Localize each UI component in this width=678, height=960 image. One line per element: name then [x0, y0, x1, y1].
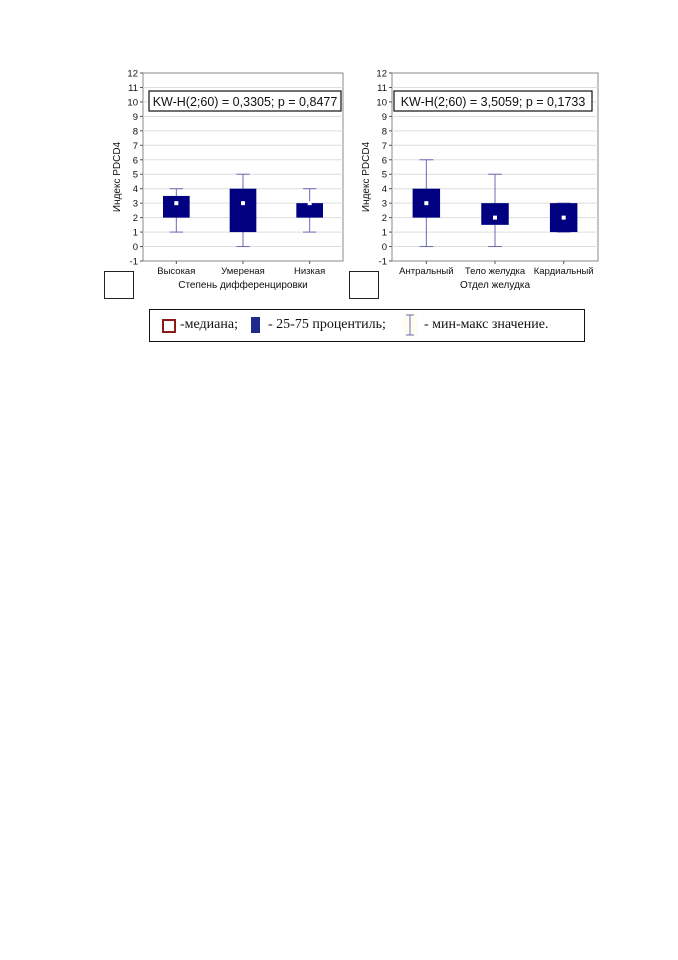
x-tick-label: Умереная [221, 266, 265, 277]
y-tick-label: 2 [133, 213, 138, 224]
iqr-box [229, 188, 257, 233]
x-axis-label: Отдел желудка [460, 280, 531, 291]
y-tick-label: -1 [379, 257, 387, 268]
legend-box-swatch [251, 317, 260, 333]
y-tick-label: 3 [382, 199, 387, 210]
iqr-box [163, 195, 190, 218]
legend-median-swatch [162, 319, 176, 333]
y-tick-label: 12 [127, 69, 138, 80]
median-marker [424, 201, 429, 206]
y-tick-label: 11 [128, 83, 138, 94]
y-axis-label: Индекс PDCD4 [112, 141, 123, 212]
y-tick-label: 10 [376, 97, 387, 108]
legend-median-label: -медиана; [180, 317, 238, 332]
y-tick-label: 4 [382, 184, 387, 195]
median-marker [174, 201, 179, 206]
legend: -медиана; - 25-75 процентиль; - мин-макс… [149, 309, 585, 342]
y-tick-label: 10 [127, 97, 138, 108]
y-tick-label: 9 [382, 112, 387, 123]
median-marker [307, 201, 312, 206]
x-tick-label: Кардиальный [534, 266, 594, 277]
stat-box [393, 90, 593, 112]
y-tick-label: 0 [382, 242, 387, 253]
y-tick-label: 6 [133, 155, 138, 166]
y-tick-label: 8 [382, 126, 387, 137]
y-tick-label: 5 [382, 170, 387, 181]
x-tick-label: Высокая [157, 266, 195, 277]
x-tick-label: Низкая [294, 266, 325, 277]
whisker-icon [406, 314, 414, 336]
panel-a-label-box [104, 271, 134, 299]
y-tick-label: 5 [133, 170, 138, 181]
legend-box-label: - 25-75 процентиль; [268, 317, 386, 332]
median-marker [561, 215, 566, 220]
y-tick-label: 1 [133, 228, 138, 239]
y-tick-label: 8 [133, 126, 138, 137]
y-axis-label: Индекс PDCD4 [361, 141, 372, 212]
y-tick-label: 7 [382, 141, 387, 152]
y-tick-label: 1 [382, 228, 387, 239]
iqr-box [481, 203, 509, 225]
y-tick-label: 7 [133, 141, 138, 152]
y-tick-label: 12 [376, 69, 387, 80]
y-tick-label: 0 [133, 242, 138, 253]
x-tick-label: Антральный [399, 266, 453, 277]
panel-b-label-box [349, 271, 379, 299]
y-tick-label: 3 [133, 199, 138, 210]
y-tick-label: 6 [382, 155, 387, 166]
y-tick-label: 11 [377, 83, 387, 94]
y-tick-label: 2 [382, 213, 387, 224]
legend-whisker-swatch [403, 313, 417, 337]
median-marker [241, 201, 245, 206]
iqr-box [296, 203, 323, 218]
stat-text: KW-H(2;60) = 0,3305; p = 0,8477 [153, 95, 338, 109]
x-tick-label: Тело желудка [465, 266, 526, 277]
median-marker [493, 215, 497, 220]
y-tick-label: -1 [130, 257, 138, 268]
y-tick-label: 9 [133, 112, 138, 123]
stat-box [148, 90, 342, 112]
y-tick-label: 4 [133, 184, 138, 195]
stat-text: KW-H(2;60) = 3,5059; p = 0,1733 [401, 95, 586, 109]
x-axis-label: Степень дифференцировки [178, 279, 308, 291]
legend-whisker-label: - мин-макс значение. [424, 317, 549, 332]
